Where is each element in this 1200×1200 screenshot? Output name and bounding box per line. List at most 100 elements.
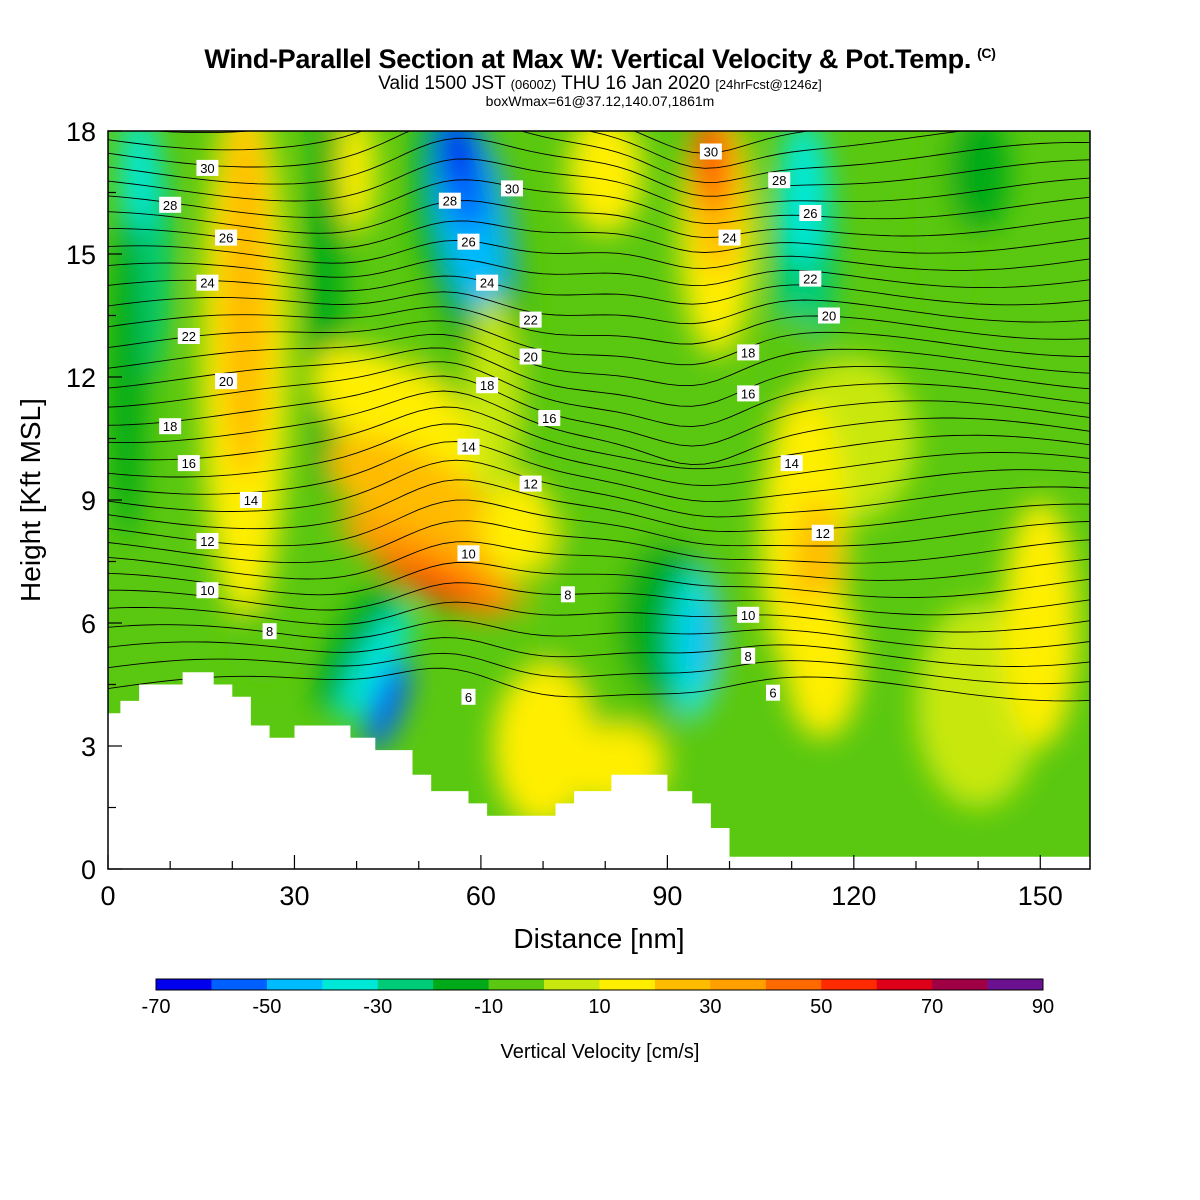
isentrope-label-text: 6	[769, 686, 776, 701]
isentrope-line	[108, 520, 1090, 564]
isentrope-line	[108, 423, 1090, 487]
velocity-cell	[567, 131, 643, 234]
isentrope-label-text: 30	[704, 145, 718, 160]
colorbar-tick-label: 90	[1032, 996, 1054, 1018]
x-tick-label: 90	[652, 881, 682, 911]
isentrope-label-text: 28	[443, 194, 457, 209]
x-axis-label: Distance [nm]	[513, 923, 684, 954]
colorbar-tick-label: -10	[474, 996, 503, 1018]
velocity-cell	[468, 295, 519, 500]
colorbar-tick-label: 70	[921, 996, 943, 1018]
subtitle-forecast: [24hrFcst@1246z]	[715, 77, 822, 92]
isentrope-label-text: 20	[219, 374, 233, 389]
isentrope-label-text: 24	[480, 276, 494, 291]
y-tick-label: 12	[66, 363, 96, 393]
colorbar-swatch	[876, 979, 933, 990]
colorbar-swatch	[433, 979, 489, 990]
x-tick-label: 120	[831, 881, 876, 911]
colorbar-tick-label: 50	[810, 996, 832, 1018]
velocity-cell	[779, 131, 829, 267]
isentrope-line	[108, 361, 1090, 428]
colorbar: -70 -50 -30 -10 10 30 50 70 90	[142, 978, 1054, 1018]
colorbar-tick-label: -70	[142, 996, 171, 1018]
isentrope-label-text: 20	[523, 350, 537, 365]
velocity-cell	[226, 602, 301, 685]
isentrope-label: 20	[215, 373, 238, 390]
isentrope-label-text: 28	[163, 198, 177, 213]
isentrope-label: 18	[159, 418, 182, 435]
isentrope-line	[108, 561, 1090, 599]
velocity-cell	[313, 578, 400, 709]
velocity-cell	[365, 658, 410, 752]
isentrope-label: 16	[538, 410, 561, 426]
plot-area: 30 28 26 24 22 20 18 16 14 12 10 8 28 26 24 22 20 18 16 14 1…	[108, 131, 1090, 869]
isentrope-label: 30	[196, 159, 219, 176]
subtitle-date: THU 16 Jan 2020	[561, 73, 711, 94]
isentrope-labels: 30 28 26 24 22 20 18 16 14 12 10 8 28 26 24 22 20 18 16 14 1…	[159, 143, 840, 705]
isentrope-label-text: 26	[803, 206, 817, 221]
isentrope-line	[108, 333, 1090, 387]
isentrope-line	[108, 220, 1090, 254]
x-tick-label: 150	[1018, 881, 1063, 911]
isentrope-label-text: 16	[542, 411, 556, 426]
velocity-cell	[785, 590, 861, 738]
isentrope-label-text: 24	[200, 276, 214, 291]
isentrope-label-text: 20	[822, 309, 836, 324]
isentrope-label: 20	[817, 307, 840, 324]
isentrope-label: 28	[438, 192, 461, 209]
isentrope-label-text: 10	[200, 583, 214, 598]
colorbar-tick-label: 10	[588, 996, 610, 1018]
isentrope-label: 26	[215, 229, 238, 246]
x-tick-label: 30	[279, 881, 309, 911]
isentrope-label: 12	[811, 524, 834, 541]
isentrope-label: 30	[500, 180, 523, 197]
colorbar-swatch	[710, 979, 767, 990]
isentrope-line	[108, 582, 1090, 616]
isentrope-label-text: 16	[741, 386, 755, 401]
colorbar-swatch	[599, 979, 656, 990]
isentrope-line	[108, 320, 1090, 366]
isentrope-label: 18	[737, 344, 760, 361]
isentrope-label: 14	[239, 492, 262, 508]
isentrope-label-text: 14	[784, 456, 798, 471]
isentrope-label-text: 14	[461, 440, 475, 455]
y-tick-label: 0	[81, 855, 96, 885]
colorbar-swatch	[821, 979, 877, 990]
velocity-cell	[396, 569, 479, 611]
isentrope-label: 22	[519, 311, 542, 328]
y-tick-label: 15	[66, 240, 96, 270]
isentrope-line	[108, 239, 1090, 271]
velocity-cell	[338, 606, 412, 722]
isentrope-label: 6	[461, 688, 476, 705]
velocity-cell	[219, 131, 270, 480]
isentrope-label-text: 30	[200, 161, 214, 176]
isentrope-label: 22	[177, 328, 200, 344]
isentrope-label: 16	[177, 455, 200, 472]
velocity-cell	[337, 512, 525, 611]
isentrope-label: 12	[519, 475, 542, 492]
colorbar-swatch	[544, 979, 600, 990]
colorbar-swatch	[156, 979, 212, 990]
isentrope-label: 8	[741, 647, 756, 664]
isentrope-label-text: 26	[461, 235, 475, 250]
isentrope-line	[108, 347, 1090, 407]
colorbar-swatch	[488, 979, 545, 990]
isentrope-label-text: 14	[244, 493, 258, 508]
colorbar-swatch	[654, 979, 711, 990]
isentrope-label-text: 12	[523, 477, 537, 492]
isentrope-line	[108, 375, 1090, 447]
isentrope-line	[108, 131, 1090, 183]
isentrope-label: 30	[699, 143, 722, 160]
terrain-mask	[108, 672, 1090, 869]
isentrope-label: 8	[262, 623, 277, 640]
isentrope-label: 28	[159, 196, 182, 213]
isentrope-line	[108, 652, 1090, 685]
isentrope-label: 14	[780, 455, 803, 472]
isentrope-label: 10	[737, 606, 760, 623]
colorbar-swatch	[932, 979, 988, 990]
isentrope-line	[108, 479, 1090, 532]
colorbar-tick-label: -30	[363, 996, 392, 1018]
isentrope-line	[108, 441, 1090, 503]
velocity-cell	[686, 598, 711, 689]
